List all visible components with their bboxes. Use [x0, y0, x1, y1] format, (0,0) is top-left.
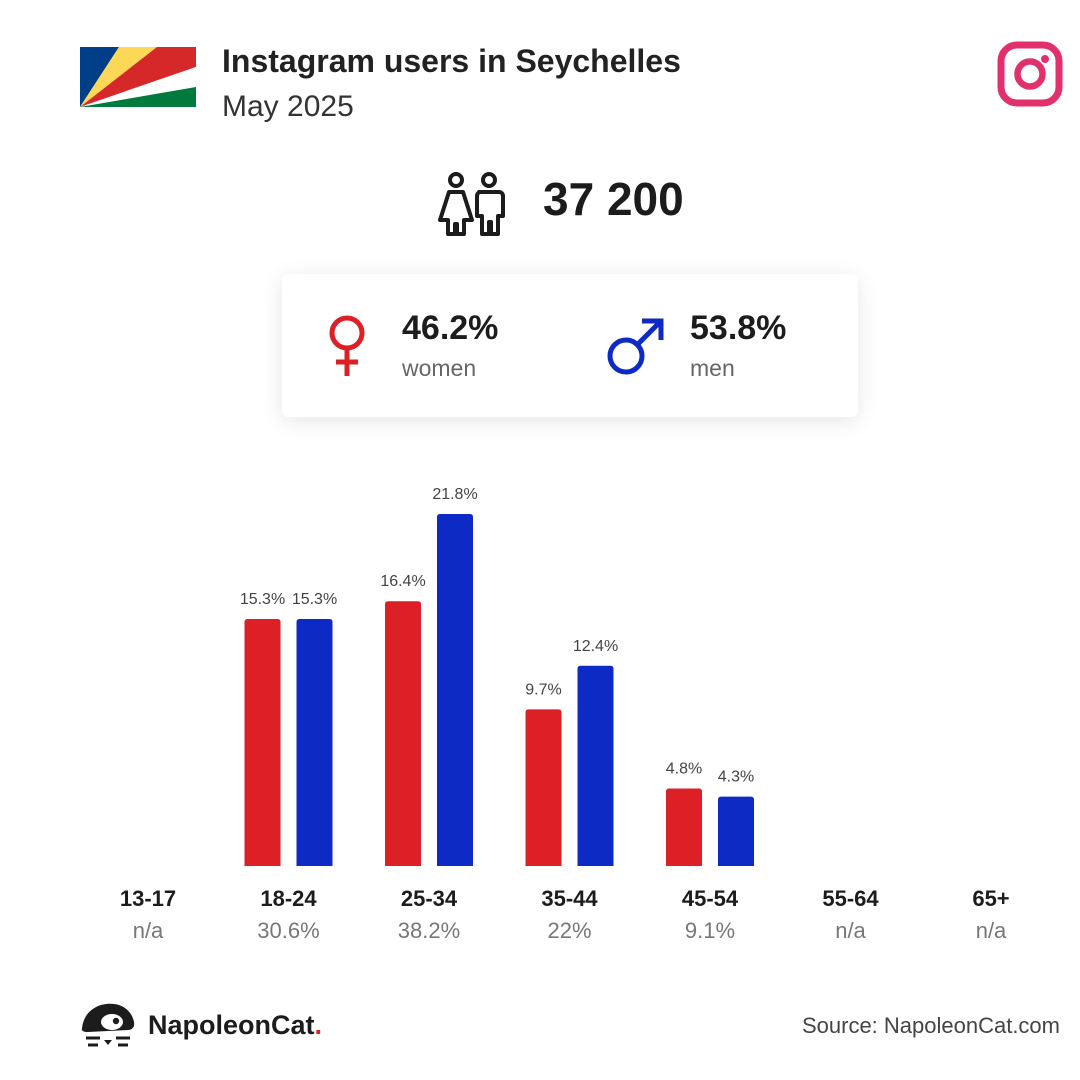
age-gender-bar-chart: 13-17 n/a 15.3% 15.3% 18-24 30.6% 16.4% 21.8% 25… — [120, 486, 1010, 943]
brand-name: NapoleonCat. — [148, 1010, 322, 1041]
age-group-total: 22% — [547, 918, 591, 943]
age-group-label: 65+ — [972, 886, 1009, 911]
male-symbol-icon — [607, 318, 664, 375]
bar-men — [577, 665, 614, 866]
female-symbol-icon — [329, 315, 365, 376]
bar-value-label: 4.3% — [718, 769, 754, 786]
seychelles-flag-icon — [80, 47, 196, 107]
men-percentage: 53.8% — [690, 309, 787, 347]
gender-card — [282, 274, 858, 417]
age-group-total: 30.6% — [257, 918, 319, 943]
brand-text: NapoleonCat — [148, 1010, 315, 1040]
age-group-total: n/a — [133, 918, 164, 943]
bar-women — [385, 601, 421, 866]
instagram-icon — [997, 41, 1063, 107]
bar-value-label: 4.8% — [666, 760, 702, 777]
people-icon — [438, 172, 505, 236]
bar-value-label: 12.4% — [573, 638, 618, 655]
age-group-total: 9.1% — [685, 918, 735, 943]
total-users: 37 200 — [543, 173, 684, 225]
bar-women — [525, 709, 562, 866]
bar-men — [437, 514, 473, 866]
bar-value-label: 15.3% — [240, 591, 285, 608]
age-group-total: 38.2% — [398, 918, 460, 943]
bar-value-label: 9.7% — [525, 681, 561, 698]
women-label: women — [402, 355, 477, 381]
bar-value-label: 15.3% — [292, 591, 337, 608]
age-group-label: 45-54 — [682, 886, 739, 911]
age-group-total: n/a — [835, 918, 866, 943]
brand-dot: . — [314, 1010, 323, 1040]
bar-women — [244, 618, 281, 866]
age-group-label: 13-17 — [120, 886, 176, 911]
women-percentage: 46.2% — [402, 309, 499, 347]
source-credit: Source: NapoleonCat.com — [801, 1013, 1060, 1038]
bar-men — [718, 796, 754, 866]
page-subtitle: May 2025 — [222, 90, 354, 123]
age-group-label: 55-64 — [822, 886, 879, 911]
age-group-label: 25-34 — [401, 886, 458, 911]
bar-women — [666, 788, 702, 866]
bar-value-label: 21.8% — [432, 486, 477, 503]
napoleoncat-logo-icon — [81, 1003, 135, 1047]
page-title: Instagram users in Seychelles — [222, 43, 681, 79]
bar-value-label: 16.4% — [380, 573, 425, 590]
age-group-label: 18-24 — [260, 886, 317, 911]
age-group-label: 35-44 — [541, 886, 598, 911]
bar-men — [296, 618, 333, 866]
age-group-total: n/a — [976, 918, 1007, 943]
men-label: men — [690, 355, 735, 381]
